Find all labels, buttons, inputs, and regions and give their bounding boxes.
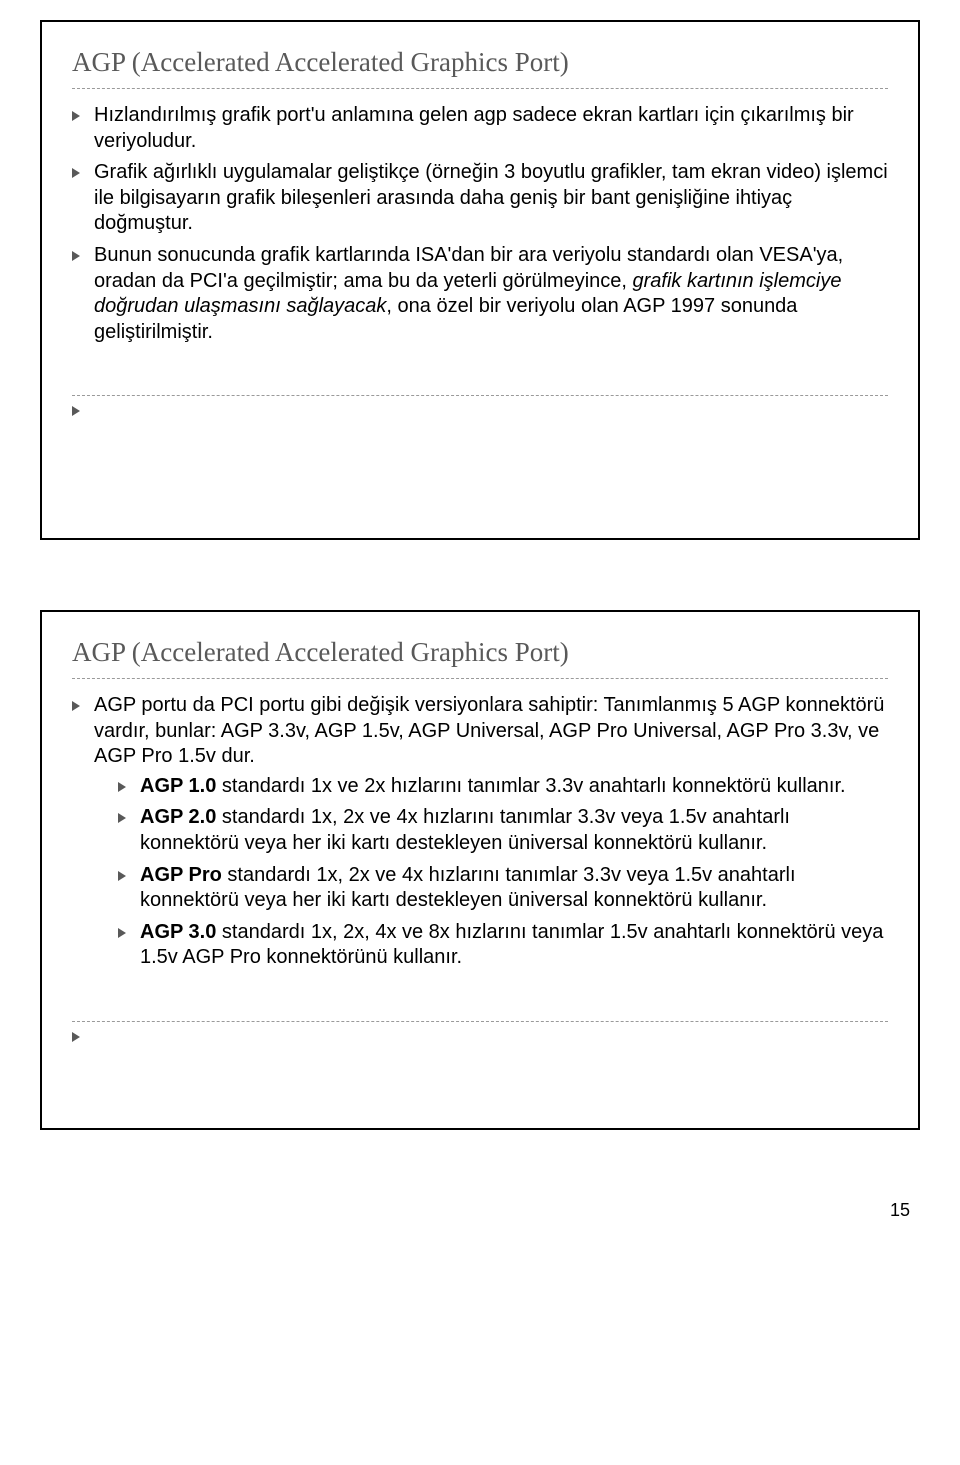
slide-2: AGP (Accelerated Accelerated Graphics Po… — [40, 610, 920, 1130]
sub-bold: AGP 1.0 — [140, 775, 216, 797]
sub-bullet-item: AGP Pro standardı 1x, 2x ve 4x hızlarını… — [118, 863, 888, 914]
sub-bullet-list: AGP 1.0 standardı 1x ve 2x hızlarını tan… — [94, 774, 888, 971]
sub-text: standardı 1x, 2x ve 4x hızlarını tanımla… — [140, 806, 790, 854]
slide-1-bullets: Hızlandırılmış grafik port'u anlamına ge… — [72, 103, 888, 345]
empty-bullet-marker — [72, 395, 888, 400]
bullet-item: Bunun sonucunda grafik kartlarında ISA'd… — [72, 243, 888, 345]
bullet-item: Hızlandırılmış grafik port'u anlamına ge… — [72, 103, 888, 154]
slide-2-title: AGP (Accelerated Accelerated Graphics Po… — [72, 637, 888, 679]
sub-text: standardı 1x, 2x ve 4x hızlarını tanımla… — [140, 864, 796, 912]
sub-bullet-item: AGP 2.0 standardı 1x, 2x ve 4x hızlarını… — [118, 805, 888, 856]
sub-bold: AGP Pro — [140, 864, 222, 886]
sub-bullet-item: AGP 3.0 standardı 1x, 2x, 4x ve 8x hızla… — [118, 920, 888, 971]
page-number: 15 — [40, 1200, 920, 1221]
sub-bold: AGP 3.0 — [140, 921, 216, 943]
bullet-item: AGP portu da PCI portu gibi değişik vers… — [72, 693, 888, 971]
empty-bullet-marker — [72, 1021, 888, 1026]
bullet-item: Grafik ağırlıklı uygulamalar geliştikçe … — [72, 160, 888, 237]
slide-1: AGP (Accelerated Accelerated Graphics Po… — [40, 20, 920, 540]
slide-1-title: AGP (Accelerated Accelerated Graphics Po… — [72, 47, 888, 89]
sub-bullet-item: AGP 1.0 standardı 1x ve 2x hızlarını tan… — [118, 774, 888, 800]
intro-text: AGP portu da PCI portu gibi değişik vers… — [94, 694, 884, 767]
sub-text: standardı 1x, 2x, 4x ve 8x hızlarını tan… — [140, 921, 883, 969]
sub-bold: AGP 2.0 — [140, 806, 216, 828]
slide-2-bullets: AGP portu da PCI portu gibi değişik vers… — [72, 693, 888, 971]
sub-text: standardı 1x ve 2x hızlarını tanımlar 3.… — [216, 775, 845, 797]
